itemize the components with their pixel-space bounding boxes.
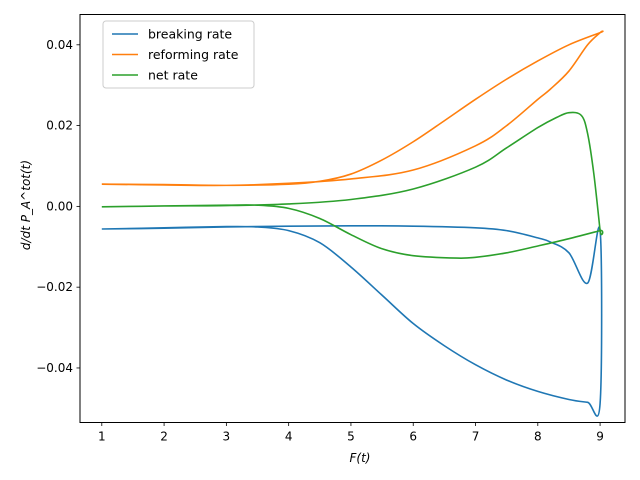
- y-tick-label: 0.04: [46, 38, 73, 52]
- legend-box: [102, 20, 255, 89]
- y-tick-label: 0.02: [46, 119, 73, 133]
- x-tick-label: 6: [409, 430, 417, 444]
- x-tick-label: 2: [160, 430, 168, 444]
- x-axis-label-text: F(t): [350, 451, 371, 465]
- y-tick-label: −0.02: [36, 280, 73, 294]
- legend-label: net rate: [148, 68, 198, 83]
- legend: breaking rate reforming rate net rate: [102, 20, 255, 89]
- series-line-breaking-rate: [101, 224, 603, 417]
- series-line-reforming-rate: [101, 30, 604, 187]
- y-tick-label: 0.00: [46, 199, 73, 213]
- x-tick-label: 5: [347, 430, 355, 444]
- legend-label: reforming rate: [148, 47, 239, 62]
- axes-frame: [79, 14, 626, 423]
- plot-lines: [101, 30, 604, 417]
- x-tick-label: 9: [596, 430, 604, 444]
- x-axis-label: F(t): [350, 451, 371, 465]
- x-tick-label: 8: [534, 430, 542, 444]
- x-tick-label: 4: [285, 430, 293, 444]
- y-axis-label-text: d/dt P_A^tot(t): [19, 160, 33, 250]
- x-tick-label: 7: [472, 430, 480, 444]
- x-tick-label: 3: [223, 430, 231, 444]
- y-axis-label: d/dt P_A^tot(t): [19, 160, 33, 250]
- x-axis: 1 2 3 4 5 6 7 8 9: [98, 422, 604, 444]
- legend-label: breaking rate: [148, 27, 232, 42]
- y-tick-label: −0.04: [36, 361, 73, 375]
- series-line-net-rate: [101, 111, 604, 260]
- y-axis: −0.04 −0.02 0.00 0.02 0.04: [36, 38, 80, 375]
- x-tick-label: 1: [98, 430, 106, 444]
